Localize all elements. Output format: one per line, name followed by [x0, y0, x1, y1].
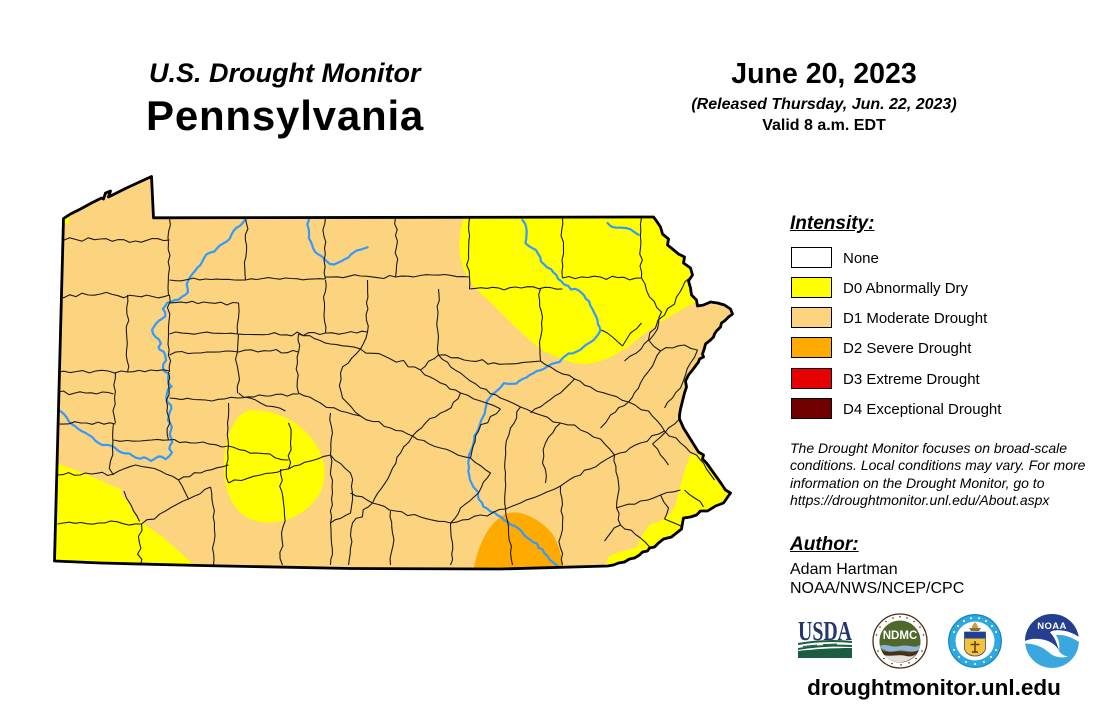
svg-text:NDMC: NDMC [883, 630, 918, 642]
svg-text:NOAA: NOAA [1037, 621, 1067, 632]
